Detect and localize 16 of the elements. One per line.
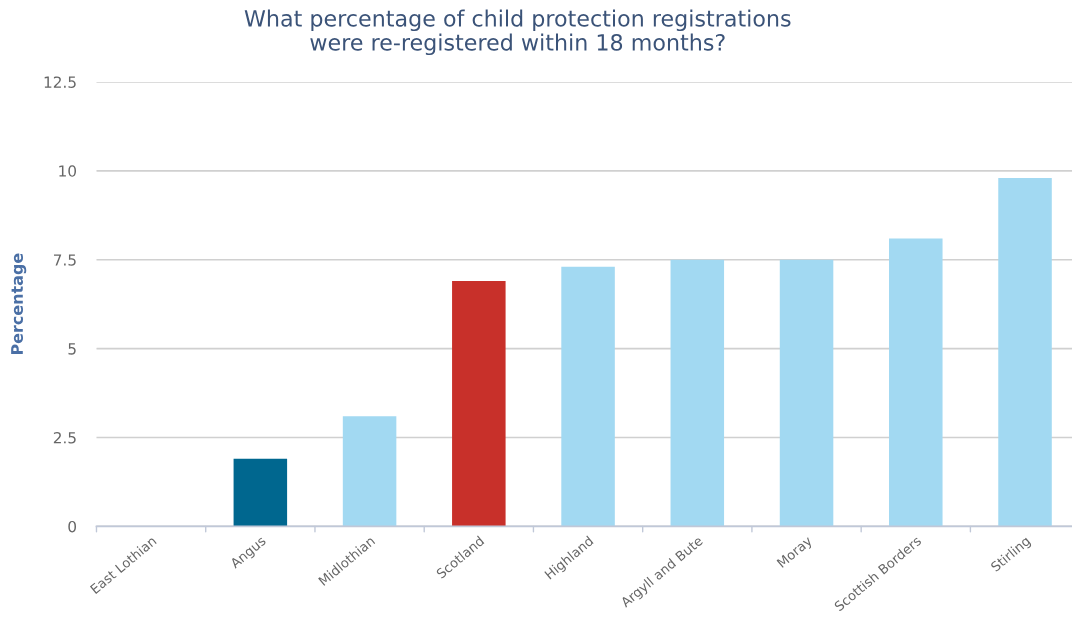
bar <box>561 266 615 527</box>
y-tick-label: 0 <box>68 520 77 533</box>
bar <box>452 281 506 527</box>
y-tick-label: 10 <box>59 165 77 177</box>
bar <box>670 259 725 527</box>
y-tick-label: 12.5 <box>44 76 76 88</box>
y-tick-label: 7.5 <box>53 254 76 266</box>
chart-title: What percentage of child protection registrations were re-registered within 18 months? <box>244 9 791 56</box>
bar <box>342 416 397 527</box>
y-tick-label: 2.5 <box>53 431 76 444</box>
bar <box>998 177 1052 527</box>
y-tick-label: 5 <box>68 343 76 355</box>
bar <box>889 238 943 527</box>
y-axis-title: Percentage <box>11 253 27 355</box>
bar <box>233 458 288 527</box>
bar <box>779 259 834 527</box>
